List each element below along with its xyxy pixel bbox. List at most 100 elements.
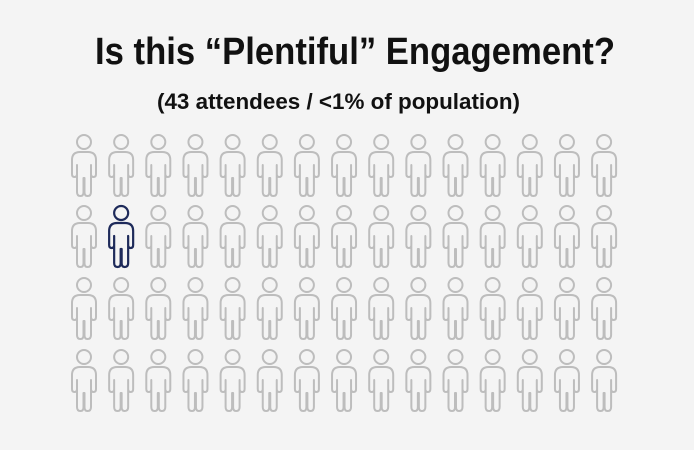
person-head (447, 134, 464, 150)
person-head (558, 134, 575, 150)
person-body (219, 366, 246, 412)
person-head (224, 205, 241, 221)
person-icon-highlighted (108, 204, 135, 269)
person-body (71, 151, 97, 197)
person-body (368, 366, 395, 412)
person-icon (145, 205, 172, 268)
person-body (219, 294, 246, 340)
person-head (224, 277, 241, 293)
person-head (150, 277, 167, 293)
person-icon (256, 134, 283, 197)
person-head (558, 205, 575, 221)
person-icon (591, 349, 618, 412)
person-icon (256, 205, 283, 268)
person-icon (368, 134, 395, 197)
person-body (182, 366, 209, 412)
person-icon (479, 349, 506, 412)
person-head (373, 277, 390, 293)
person-body (145, 366, 172, 412)
person-head (484, 134, 501, 150)
person-icon (368, 349, 395, 412)
person-icon (405, 134, 432, 197)
person-icon (71, 277, 97, 340)
person-body (479, 222, 506, 268)
person-body (553, 151, 580, 197)
person-body (442, 366, 469, 412)
person-body (331, 151, 358, 197)
person-icon (516, 134, 543, 197)
person-body (442, 294, 469, 340)
person-icon (331, 349, 358, 412)
person-head (187, 277, 204, 293)
title: Is this “Plentiful” Engagement? (95, 31, 615, 73)
person-head (484, 349, 501, 365)
person-head (596, 277, 613, 293)
person-icon (368, 205, 395, 268)
person-body (479, 366, 506, 412)
person-body (71, 294, 97, 340)
person-head (410, 277, 427, 293)
person-body (145, 294, 172, 340)
person-icon (442, 134, 469, 197)
person-icon (293, 349, 320, 412)
person-head (224, 134, 241, 150)
person-body (256, 151, 283, 197)
person-body (293, 151, 320, 197)
person-body (108, 151, 135, 197)
person-head (150, 134, 167, 150)
person-body (516, 294, 543, 340)
person-head (596, 349, 613, 365)
person-icon (331, 277, 358, 340)
person-icon (405, 205, 432, 268)
person-head (336, 349, 353, 365)
person-body (293, 222, 320, 268)
person-icon (293, 205, 320, 268)
person-head (113, 204, 130, 222)
person-head (150, 205, 167, 221)
person-head (113, 134, 130, 150)
person-icon (219, 349, 246, 412)
person-head (76, 277, 92, 293)
person-icon (71, 349, 97, 412)
person-body (368, 222, 395, 268)
person-head (410, 205, 427, 221)
person-body (108, 294, 135, 340)
person-body (71, 366, 97, 412)
person-head (76, 349, 92, 365)
person-icon (479, 205, 506, 268)
person-icon (516, 277, 543, 340)
person-icon (293, 134, 320, 197)
person-icon (145, 277, 172, 340)
person-body (219, 151, 246, 197)
person-icon (182, 134, 209, 197)
person-head (298, 277, 315, 293)
person-body (108, 366, 135, 412)
person-icon (219, 277, 246, 340)
person-body (516, 151, 543, 197)
person-body (591, 294, 618, 340)
person-head (76, 205, 92, 221)
person-body (331, 222, 358, 268)
person-icon (182, 349, 209, 412)
person-head (373, 134, 390, 150)
person-body (553, 366, 580, 412)
person-icon (553, 134, 580, 197)
person-icon (108, 277, 135, 340)
person-head (113, 349, 130, 365)
person-body (293, 294, 320, 340)
person-body (405, 294, 432, 340)
person-head (336, 134, 353, 150)
person-icon (591, 134, 618, 197)
person-icon (219, 134, 246, 197)
person-icon (108, 134, 135, 197)
person-body (368, 151, 395, 197)
person-head (484, 205, 501, 221)
person-body (553, 222, 580, 268)
subtitle: (43 attendees / <1% of population) (157, 89, 520, 114)
person-body (442, 222, 469, 268)
person-icon (442, 277, 469, 340)
person-head (336, 205, 353, 221)
person-body (108, 221, 135, 269)
person-icon (145, 349, 172, 412)
